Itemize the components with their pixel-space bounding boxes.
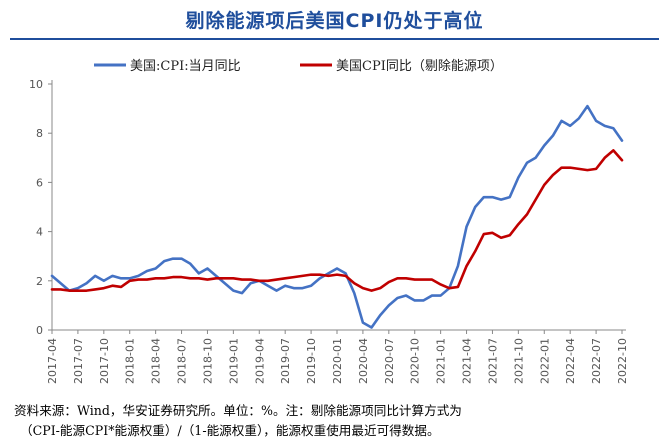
source-note-line-1: 资料来源：Wind，华安证券研究所。单位：%。注：剔除能源项同比计算方式为 — [14, 403, 462, 418]
x-tick-label: 2017-04 — [46, 338, 59, 384]
x-tick-label: 2018-07 — [176, 338, 189, 384]
source-note: 资料来源：Wind，华安证券研究所。单位：%。注：剔除能源项同比计算方式为 （C… — [14, 401, 662, 441]
x-tick-label: 2021-01 — [435, 338, 448, 384]
x-tick-label: 2019-07 — [279, 338, 292, 384]
legend: 美国:CPI:当月同比 美国CPI同比（剔除能源项） — [94, 59, 503, 74]
x-tick-label: 2022-07 — [590, 338, 603, 384]
legend-label-cpi-ex-energy: 美国CPI同比（剔除能源项） — [336, 59, 503, 74]
x-tick-label: 2018-10 — [201, 338, 214, 384]
x-tick-label: 2021-10 — [512, 338, 525, 384]
line-chart: 美国:CPI:当月同比 美国CPI同比（剔除能源项） 0 2 4 6 8 10 2017-… — [29, 59, 629, 384]
chart-title: 剔除能源项后美国CPI仍处于高位 — [185, 10, 484, 32]
series-line-cpi-ex-energy — [50, 149, 624, 292]
y-tick-label: 4 — [36, 226, 43, 239]
x-tick-label: 2017-07 — [72, 338, 85, 384]
x-tick-label: 2022-10 — [616, 338, 629, 384]
x-tick-label: 2020-07 — [383, 338, 396, 384]
x-tick-label: 2020-01 — [331, 338, 344, 384]
y-axis: 0 2 4 6 8 10 — [29, 78, 53, 337]
x-tick-label: 2019-01 — [227, 338, 240, 384]
x-tick-label: 2022-01 — [538, 338, 551, 384]
source-note-line-2: （CPI-能源CPI*能源权重）/（1-能源权重），能源权重使用最近可得数据。 — [20, 423, 440, 438]
legend-label-cpi: 美国:CPI:当月同比 — [130, 59, 241, 74]
series-line-cpi — [50, 104, 624, 329]
x-tick-label: 2018-01 — [124, 338, 137, 384]
x-tick-label: 2022-04 — [564, 338, 577, 384]
x-tick-label: 2021-07 — [486, 338, 499, 384]
y-tick-label: 10 — [29, 78, 43, 91]
y-tick-label: 0 — [36, 324, 43, 337]
y-tick-label: 6 — [36, 176, 43, 189]
y-tick-label: 8 — [36, 127, 43, 140]
x-tick-label: 2017-10 — [98, 338, 111, 384]
x-tick-label: 2020-10 — [409, 338, 422, 384]
x-tick-label: 2019-04 — [253, 338, 266, 384]
x-tick-label: 2018-04 — [150, 338, 163, 384]
series-layer — [50, 104, 624, 329]
x-tick-label: 2020-04 — [357, 338, 370, 384]
title-divider — [10, 38, 659, 40]
x-tick-label: 2021-04 — [461, 338, 474, 384]
y-tick-label: 2 — [36, 275, 43, 288]
x-tick-label: 2019-10 — [305, 338, 318, 384]
x-axis: 2017-04 2017-07 2017-10 2018-01 2018-04 2018-… — [46, 329, 629, 384]
